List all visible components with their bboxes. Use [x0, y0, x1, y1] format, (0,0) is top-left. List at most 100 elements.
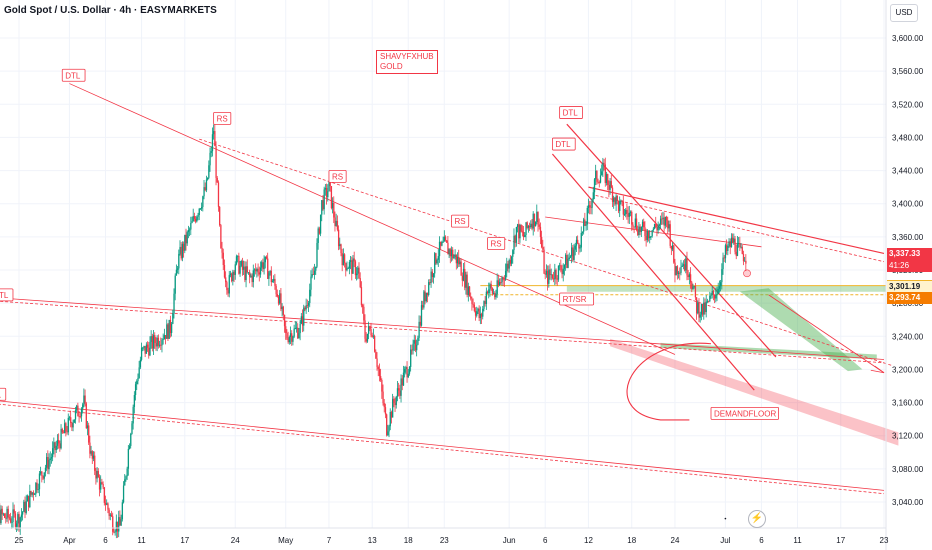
candle-body [404, 369, 406, 373]
candle-body [574, 245, 576, 250]
candle-body [195, 218, 197, 222]
candle-body [333, 202, 335, 218]
annotation-box [559, 106, 583, 119]
candle-body [128, 445, 131, 449]
candle-body [520, 225, 522, 232]
candle-body [363, 306, 365, 321]
candle-body [62, 432, 65, 434]
candle-body [565, 254, 567, 265]
candle-body [37, 489, 39, 491]
candle-body [544, 273, 546, 275]
candle-body [315, 266, 317, 271]
candle-body [12, 509, 14, 522]
lightning-icon[interactable]: ⚡ [748, 510, 766, 528]
candle-body [261, 262, 263, 268]
candle-body [693, 285, 695, 287]
candle-body [610, 181, 612, 188]
candle-body [119, 517, 121, 526]
price-tick-label: 3,520.00 [892, 100, 924, 109]
candle-body [615, 195, 617, 205]
candle-body [432, 273, 435, 278]
candle-body [399, 390, 401, 396]
annotation-label: DTL [555, 140, 571, 149]
candle-body [554, 269, 556, 280]
annotation-box [487, 237, 506, 250]
annotation-box [0, 288, 14, 302]
candle-body [354, 261, 357, 276]
candle-body [507, 263, 509, 269]
candle-body [307, 302, 310, 306]
candle-body [714, 294, 716, 299]
candle-body [280, 293, 282, 310]
candle-body [521, 231, 524, 233]
candle-body [631, 211, 633, 225]
candle-body [650, 236, 652, 238]
candle-body [518, 224, 520, 239]
candle-body [673, 245, 675, 263]
annotation-box [0, 387, 7, 401]
candle-body [674, 262, 676, 276]
candle-body [431, 271, 433, 278]
candle-body [736, 243, 739, 256]
candle-body [637, 229, 639, 236]
candle-body [64, 423, 66, 434]
candle-body [176, 268, 179, 270]
candle-body [522, 231, 525, 238]
last-price-tag: 3,337.33 [887, 248, 932, 260]
candle-body [705, 301, 707, 313]
candle-body [102, 483, 104, 488]
candle-body [632, 224, 634, 227]
annotation-box [328, 169, 347, 183]
candle-body [628, 212, 631, 217]
candle-body [214, 131, 216, 147]
candle-body [162, 338, 164, 340]
candle-body [424, 291, 426, 302]
candle-body [584, 219, 586, 226]
candle-body [323, 189, 325, 210]
upper-trendline [588, 186, 885, 255]
candle-body [256, 268, 258, 272]
candle-body [91, 451, 93, 459]
candle-body [155, 343, 157, 347]
candle-body [44, 467, 47, 473]
price-tick-label: 3,360.00 [892, 233, 924, 242]
candle-body [464, 268, 466, 288]
candle-body [613, 197, 615, 202]
candle-body [477, 308, 479, 312]
candle-body [19, 517, 21, 528]
candle-body [3, 513, 6, 518]
candle-body [60, 428, 62, 449]
candle-body [43, 472, 45, 479]
candle-body [730, 237, 733, 248]
annotation-box [213, 111, 232, 125]
candle-body [711, 290, 713, 295]
time-axis[interactable]: 25 Apr 6 11 17 24 May 7 13 18 23 Jun 6 12 18 24 Jul 6 11 17… [15, 536, 889, 545]
candle-body [67, 417, 69, 433]
candle-body [140, 347, 143, 360]
candle-body [677, 272, 680, 274]
candle-body [313, 270, 316, 275]
candle-body [590, 207, 592, 209]
candle-body [504, 270, 507, 280]
zones [480, 285, 899, 446]
candle-body [710, 294, 712, 296]
candle-body [85, 403, 87, 429]
candle-body [482, 308, 484, 317]
candle-body [510, 256, 513, 264]
candle-body [291, 333, 293, 342]
candle-body [496, 280, 498, 295]
candle-body [659, 218, 662, 225]
candle-body [32, 492, 35, 495]
candle-body [653, 224, 656, 229]
candle-body [502, 277, 504, 280]
candle-body [468, 286, 471, 297]
candle-body [65, 423, 67, 432]
candle-body [414, 340, 417, 351]
currency-button[interactable]: USD [890, 4, 918, 22]
candle-body [412, 343, 414, 351]
price-tick-label: 3,600.00 [892, 34, 924, 43]
candle-body [649, 236, 651, 239]
candle-body [476, 311, 478, 316]
candle-body [250, 275, 252, 277]
